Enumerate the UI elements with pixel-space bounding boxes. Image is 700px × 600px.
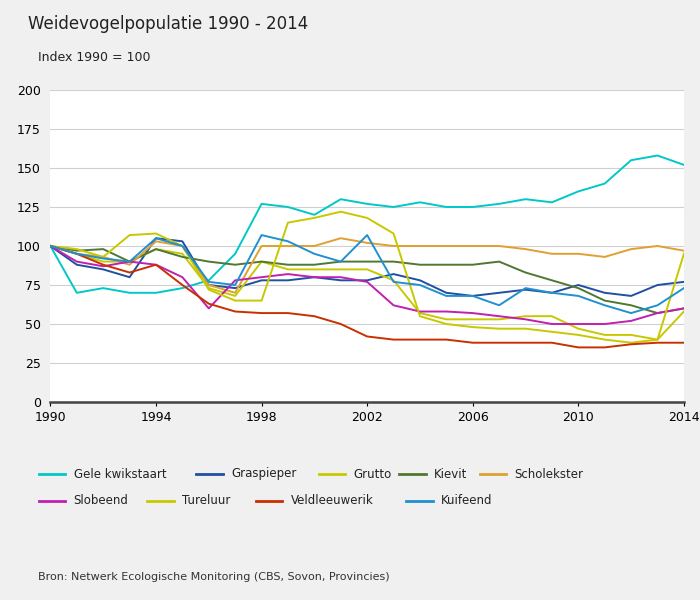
Text: Kievit: Kievit	[434, 467, 468, 481]
Text: Grutto: Grutto	[354, 467, 392, 481]
Text: Weidevogelpopulatie 1990 - 2014: Weidevogelpopulatie 1990 - 2014	[28, 15, 308, 33]
Text: Slobeend: Slobeend	[74, 494, 128, 508]
Text: Bron: Netwerk Ecologische Monitoring (CBS, Sovon, Provincies): Bron: Netwerk Ecologische Monitoring (CB…	[38, 572, 390, 582]
Text: Kuifeend: Kuifeend	[441, 494, 493, 508]
Text: Veldleeuwerik: Veldleeuwerik	[290, 494, 373, 508]
Text: Graspieper: Graspieper	[231, 467, 296, 481]
Text: Scholekster: Scholekster	[514, 467, 584, 481]
Text: Index 1990 = 100: Index 1990 = 100	[38, 51, 151, 64]
Text: Tureluur: Tureluur	[182, 494, 230, 508]
Text: Gele kwikstaart: Gele kwikstaart	[74, 467, 166, 481]
